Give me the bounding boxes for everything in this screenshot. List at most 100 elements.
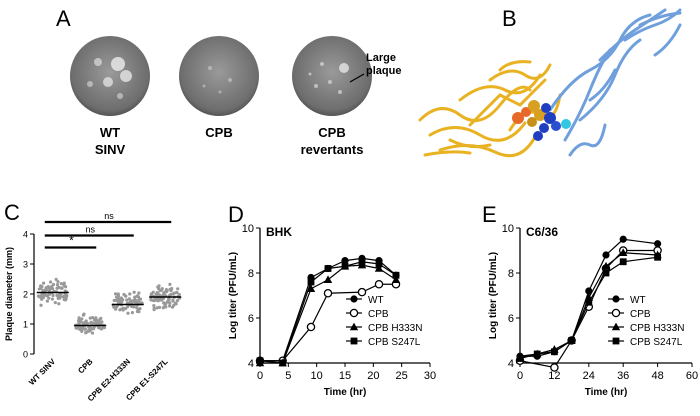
data-point [156, 299, 160, 303]
data-point [149, 298, 153, 302]
plate-wt-sinv [70, 36, 150, 116]
legend-label: CPB S247L [630, 337, 683, 348]
data-point [306, 284, 316, 292]
x-tick-label: 25 [396, 370, 408, 382]
data-point [173, 291, 177, 295]
x-tick-label: 60 [686, 370, 698, 382]
data-point [114, 307, 118, 311]
legend-marker [611, 322, 621, 331]
data-point [307, 278, 315, 286]
interface-spheres [512, 100, 571, 141]
data-point [90, 331, 95, 335]
data-point [177, 293, 181, 297]
x-tick-label: 30 [424, 370, 436, 382]
y-axis-label: Plaque diameter (mm) [4, 247, 14, 341]
x-tick-label: 10 [311, 370, 323, 382]
protein-structure [418, 8, 682, 158]
data-point [166, 297, 171, 301]
data-point [169, 292, 173, 297]
x-tick-label: 15 [339, 370, 351, 382]
data-point [39, 303, 43, 307]
legend-marker [350, 295, 358, 303]
data-point [162, 291, 166, 295]
data-point [92, 327, 96, 331]
y-tick-label: 6 [508, 313, 514, 325]
legend-label: WT [368, 295, 384, 306]
c636-growth-chart: 4 6 8 10 0 12 24 36 48 60 C6/36 Time (hr) Log titer … [488, 223, 698, 398]
y-tick-label: 4 [508, 358, 514, 370]
data-point [168, 304, 172, 308]
category-points [111, 290, 144, 315]
data-point [168, 301, 172, 305]
data-point [100, 320, 104, 324]
legend-marker [612, 337, 620, 345]
plate-label-wt-line1: WT [99, 125, 121, 140]
data-point [150, 292, 154, 296]
data-point [137, 291, 141, 295]
data-point [133, 295, 137, 299]
data-point [585, 287, 593, 295]
data-point [138, 306, 142, 311]
data-point [374, 280, 384, 289]
y-tick-label: 4 [248, 358, 254, 370]
y-tick-label: 0 [23, 350, 28, 360]
data-point [45, 294, 49, 298]
data-point [374, 264, 384, 272]
plate-cpb-revertants [292, 36, 372, 116]
panel-b-letter: B [502, 6, 517, 31]
data-point [619, 258, 627, 266]
data-point [49, 280, 53, 284]
data-point [81, 313, 85, 317]
plate-label-wt-line2: SINV [94, 142, 126, 157]
data-point [77, 319, 81, 323]
data-point [174, 302, 178, 306]
data-point [279, 359, 287, 367]
data-point [50, 297, 55, 301]
significance-label: ns [104, 211, 114, 221]
data-point [164, 287, 169, 292]
data-point [136, 295, 141, 299]
category-label: CPB [76, 357, 94, 375]
data-point [78, 327, 82, 331]
data-point [126, 311, 130, 315]
legend-marker [349, 308, 359, 318]
data-point [152, 308, 156, 312]
data-point [80, 329, 84, 334]
data-point [83, 327, 87, 331]
data-point [171, 298, 175, 302]
y-tick-label: 1 [23, 320, 28, 330]
data-point [51, 282, 56, 287]
data-point [323, 275, 333, 283]
y-tick-label: 8 [508, 268, 514, 280]
plate-label-revertants: CPB revertants [282, 124, 382, 158]
x-axis-label: Time (hr) [324, 387, 367, 398]
y-tick-label: 3 [23, 260, 28, 270]
data-point [156, 291, 160, 296]
data-point [88, 329, 92, 333]
legend-label: CPB S247L [368, 337, 421, 348]
data-point [65, 294, 69, 298]
data-point [99, 316, 103, 320]
data-point [127, 297, 131, 301]
data-point [176, 287, 180, 291]
y-tick-label: 10 [242, 223, 254, 235]
legend-label: CPB H333N [368, 323, 422, 334]
data-point [113, 292, 118, 296]
data-point [45, 299, 49, 303]
data-point [156, 285, 160, 289]
data-point [124, 306, 128, 311]
data-point [357, 287, 367, 297]
significance-label: * [69, 234, 74, 248]
legend-label: CPB [630, 309, 651, 320]
data-point [375, 260, 383, 268]
data-point [392, 271, 400, 279]
data-point [53, 300, 57, 305]
data-point [152, 304, 156, 308]
panel-a-letter: A [56, 6, 71, 31]
data-point [654, 240, 662, 248]
series-group [516, 253, 661, 362]
data-point [57, 302, 61, 306]
data-point [602, 251, 610, 259]
gold-protein-domain [418, 60, 562, 158]
